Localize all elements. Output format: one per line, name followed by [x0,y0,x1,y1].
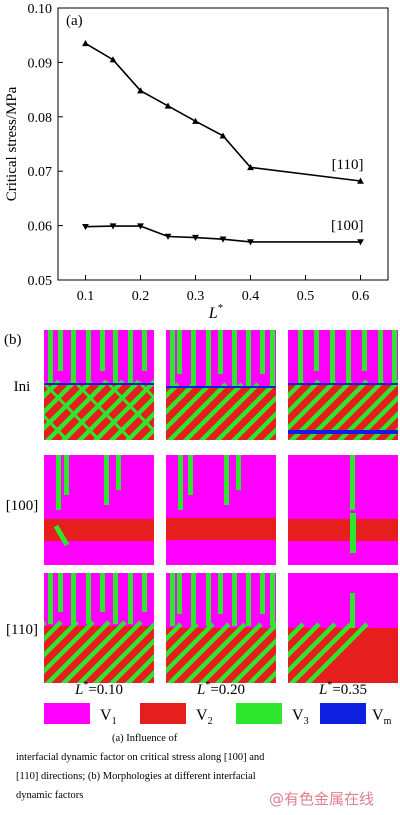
morphology-panel: (b) Ini [100] [110] L*=0.10 L*=0.20 L*=0… [4,330,398,727]
morphology-tile [288,573,398,683]
y-axis-label: Critical stress/MPa [4,86,20,201]
data-point [82,223,89,231]
legend-label-v2: V2 [196,707,213,727]
caption-line: interfacial dynamic factor on critical s… [16,752,265,763]
x-tick-label: 0.3 [187,289,205,304]
morphology-tile [44,573,154,683]
x-tick-label: 0.2 [132,289,150,304]
plot-frame [57,7,389,281]
y-axis-ticks: 0.05 0.06 0.07 0.08 0.09 0.10 [28,2,63,289]
data-point [219,132,227,139]
morphology-tile [288,330,398,440]
row-label-110: [110] [6,622,38,638]
morphology-tile [166,455,276,565]
data-point [219,236,227,243]
morphology-tiles [44,330,398,683]
caption-line: dynamic factors [16,790,84,801]
morphology-tile [44,455,154,565]
legend-label-vm: Vm [372,707,392,727]
data-point [357,239,364,246]
row-label-100: [100] [6,498,39,514]
panel-b-label: (b) [4,332,22,348]
y-tick-label: 0.07 [28,165,53,180]
data-point [109,223,117,230]
data-point [164,233,172,240]
series-line [85,225,361,243]
data-point [247,163,254,171]
y-tick-label: 0.09 [28,56,53,71]
y-tick-label: 0.05 [28,274,53,289]
series-1: [100] [82,218,364,246]
x-axis-label: L* [208,302,223,322]
critical-stress-chart: (a) Critical stress/MPa 0.05 0.06 0.07 0.08… [4,2,389,322]
caption-line: [110] directions; (b) Morphologies at di… [16,771,256,782]
x-axis-label-main: L [208,305,218,322]
y-tick-label: 0.08 [28,111,53,126]
data-point [82,39,89,47]
legend-swatch-v3 [236,703,282,724]
series-0: [110] [82,39,364,184]
morphology-tile [44,330,154,440]
morphology-tile [166,330,276,440]
x-tick-label: 0.5 [297,289,315,304]
data-point [192,117,199,124]
x-axis-label-sup: * [218,302,224,314]
legend-swatch-v2 [140,703,186,724]
x-tick-label: 0.4 [242,289,260,304]
series-layer: [110] [100] [82,39,364,246]
legend-label-v3: V3 [292,707,309,727]
data-point [109,56,117,63]
y-tick-label: 0.10 [28,2,53,17]
series-label: [110] [332,157,364,173]
y-tick-label: 0.06 [28,220,53,235]
x-axis-ticks: 0.1 0.2 0.3 0.4 0.5 0.6 [77,275,370,304]
legend-swatch-v1 [44,703,90,724]
column-labels: L*=0.10 L*=0.20 L*=0.35 [74,680,367,698]
phase-legend: V1 V2 V3 Vm [44,703,392,727]
morphology-tile [288,455,398,565]
series-line [85,42,361,182]
data-point [357,177,364,184]
data-point [192,234,199,241]
data-point [137,223,144,230]
legend-label-v1: V1 [100,707,117,727]
panel-a-label: (a) [66,13,83,29]
series-label: [100] [331,218,364,234]
figure-caption: (a) Influence of interfacial dynamic fac… [16,729,390,805]
column-label: L*=0.35 [318,680,367,698]
data-point [164,102,172,109]
data-point [137,87,144,94]
caption-line: (a) Influence of [112,733,178,744]
data-point [247,239,254,246]
morphology-tile [166,573,276,683]
watermark: @有色金属在线 [268,790,374,808]
x-tick-label: 0.6 [352,289,370,304]
x-tick-label: 0.1 [77,289,95,304]
legend-swatch-vm [320,703,366,724]
column-label: L*=0.10 [74,680,123,698]
column-label: L*=0.20 [196,680,245,698]
row-label-ini: Ini [14,379,31,395]
